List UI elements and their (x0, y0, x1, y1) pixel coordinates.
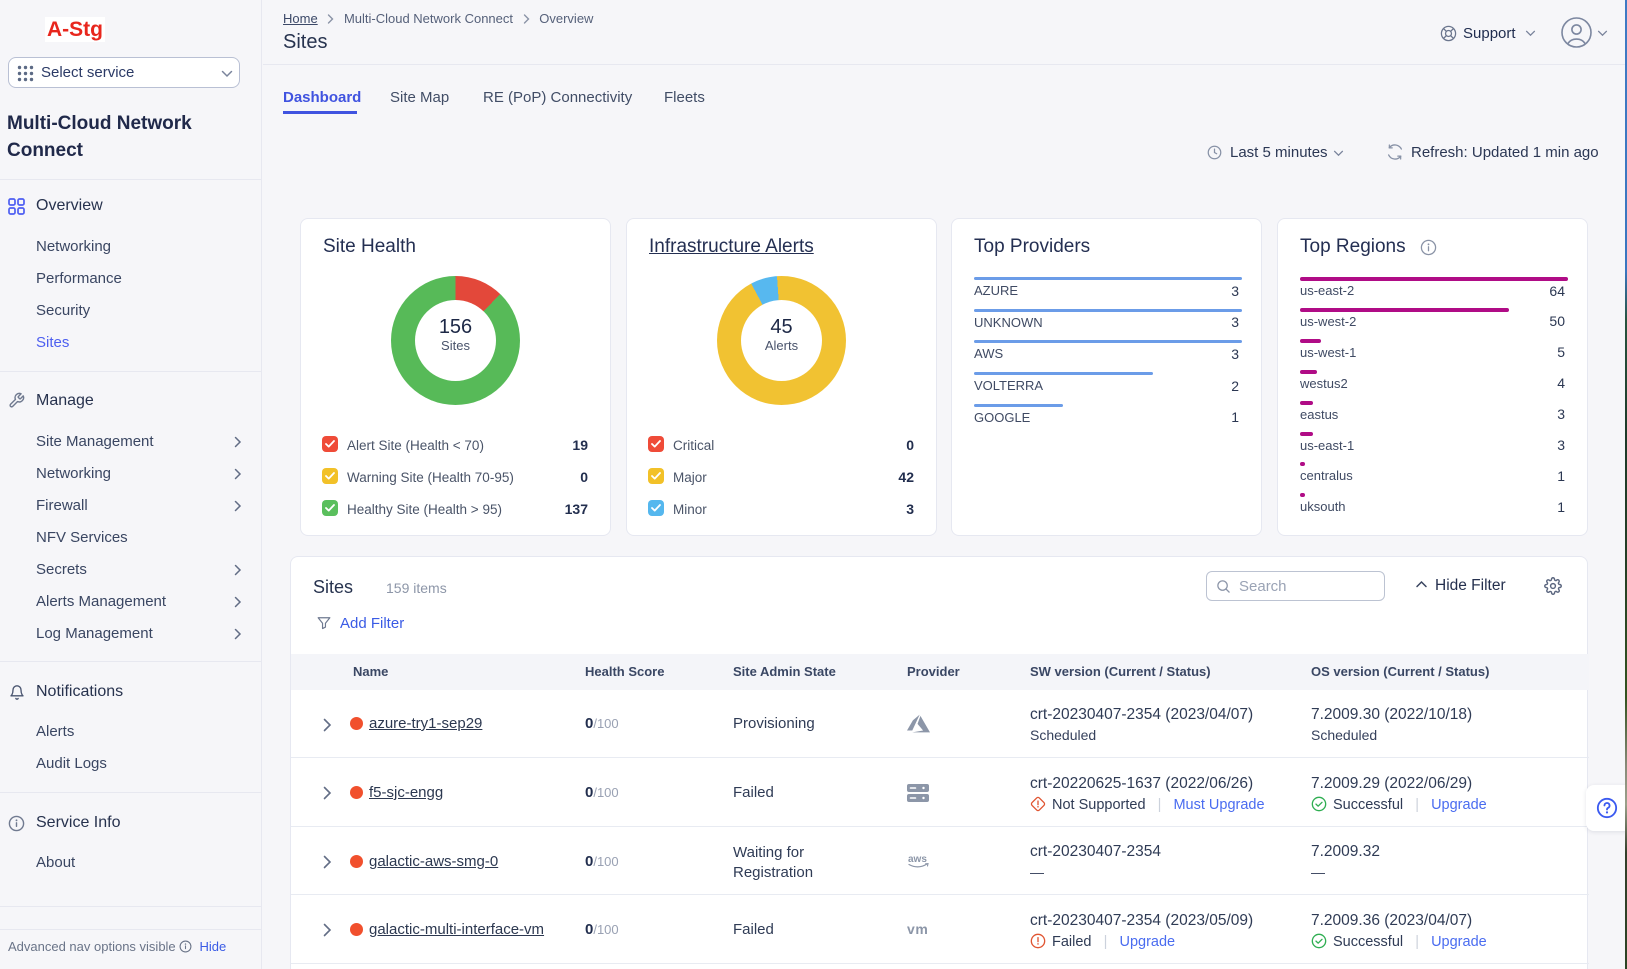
svg-text:aws: aws (908, 854, 927, 865)
